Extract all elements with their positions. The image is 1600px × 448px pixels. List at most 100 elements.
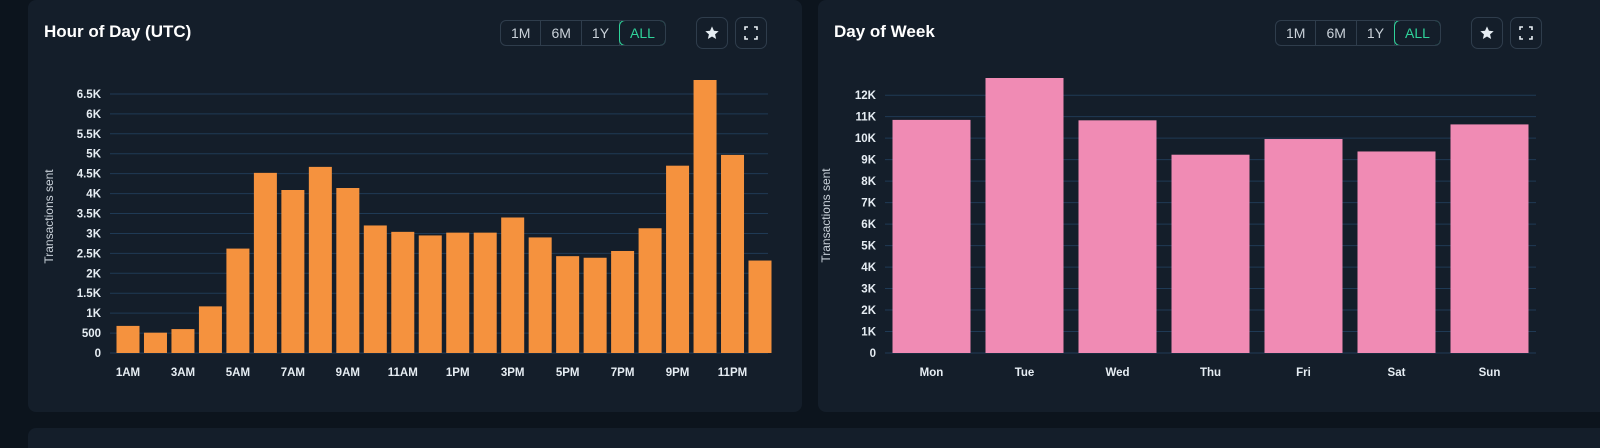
y-tick-label: 12K <box>855 90 877 102</box>
y-axis-title: Transactions sent <box>819 168 833 263</box>
bar-3am[interactable] <box>171 329 195 353</box>
bar-sun[interactable] <box>1450 124 1529 353</box>
y-tick-label: 0 <box>95 348 101 360</box>
x-tick-label: 1AM <box>116 367 140 379</box>
y-tick-label: 5K <box>86 149 101 161</box>
y-tick-label: 6K <box>86 109 101 121</box>
y-tick-label: 2K <box>86 268 101 280</box>
next-panel-edge <box>28 428 1600 448</box>
y-tick-label: 5K <box>861 241 876 253</box>
expand-icon <box>1519 26 1533 40</box>
expand-button[interactable] <box>735 17 767 49</box>
range-1m-button[interactable]: 1M <box>1276 21 1317 45</box>
bar-3pm[interactable] <box>501 217 525 353</box>
bar-2pm[interactable] <box>473 232 497 353</box>
bar-8am[interactable] <box>308 166 332 353</box>
y-tick-label: 3K <box>861 284 876 296</box>
range-all-button[interactable]: ALL <box>619 21 665 45</box>
bar-10am[interactable] <box>363 225 387 353</box>
range-6m-button[interactable]: 6M <box>1316 21 1357 45</box>
y-tick-label: 1K <box>86 308 101 320</box>
bar-tue[interactable] <box>985 78 1064 353</box>
y-tick-label: 2.5K <box>77 248 102 260</box>
x-tick-label: 7PM <box>611 367 635 379</box>
bar-7pm[interactable] <box>611 250 635 353</box>
bar-11am[interactable] <box>391 231 415 353</box>
bar-8pm[interactable] <box>638 228 662 353</box>
day-of-week-panel: Day of Week 1M 6M 1Y ALL 0 1K 2K 3K 4K 5K 6K 7K… <box>818 0 1600 412</box>
y-tick-label: 7K <box>861 198 876 210</box>
bar-2am[interactable] <box>143 332 167 353</box>
bar-10pm[interactable] <box>693 80 717 353</box>
y-tick-label: 4K <box>861 262 876 274</box>
x-tick-label: 9AM <box>336 367 360 379</box>
hour-of-day-bar-chart: 0 500 1K 1.5K 2K 2.5K 3K 3.5K 4K 4.5K 5K 5.5K 6K 6.5K… <box>42 80 772 379</box>
star-icon <box>705 26 719 39</box>
y-tick-label: 4K <box>86 189 101 201</box>
y-tick-label: 6.5K <box>77 89 102 101</box>
y-tick-label: 2K <box>861 305 876 317</box>
favorite-button[interactable] <box>1471 17 1503 49</box>
x-tick-label: 1PM <box>446 367 470 379</box>
y-tick-label: 3K <box>86 228 101 240</box>
bar-5am[interactable] <box>226 248 250 353</box>
bar-mon[interactable] <box>892 119 971 353</box>
x-tick-label: 11AM <box>388 367 418 379</box>
x-tick-label: 7AM <box>281 367 305 379</box>
y-tick-label: 0 <box>870 348 876 360</box>
panel-title: Day of Week <box>834 22 935 41</box>
expand-icon <box>744 26 758 40</box>
bar-4am[interactable] <box>198 306 222 353</box>
x-tick-label: Mon <box>920 367 944 379</box>
bar-sat[interactable] <box>1357 151 1436 353</box>
x-tick-label: Sat <box>1388 367 1406 379</box>
y-tick-label: 10K <box>855 133 877 145</box>
bar-1am[interactable] <box>116 325 140 353</box>
range-selector: 1M 6M 1Y ALL <box>500 20 666 46</box>
bar-12pm[interactable] <box>418 235 442 353</box>
y-tick-label: 8K <box>861 176 876 188</box>
y-tick-label: 1K <box>861 327 876 339</box>
x-tick-label: Thu <box>1200 367 1221 379</box>
bar-9am[interactable] <box>336 188 360 353</box>
day-of-week-bar-chart: 0 1K 2K 3K 4K 5K 6K 7K 8K 9K 10K 11K 12K Mon Tue Wed Thu… <box>819 78 1536 379</box>
bar-fri[interactable] <box>1264 139 1343 353</box>
y-axis-title: Transactions sent <box>42 169 56 264</box>
y-tick-label: 11K <box>856 112 877 124</box>
bar-6pm[interactable] <box>583 257 607 353</box>
expand-button[interactable] <box>1510 17 1542 49</box>
x-tick-label: 3AM <box>171 367 195 379</box>
x-tick-label: 9PM <box>666 367 690 379</box>
bar-7am[interactable] <box>281 189 305 353</box>
bar-9pm[interactable] <box>666 165 690 353</box>
y-tick-label: 6K <box>861 219 876 231</box>
y-tick-label: 500 <box>82 328 101 340</box>
y-tick-label: 3.5K <box>77 209 102 221</box>
range-all-button[interactable]: ALL <box>1394 21 1440 45</box>
x-tick-label: Tue <box>1015 367 1035 379</box>
y-tick-label: 1.5K <box>77 288 102 300</box>
panel-title: Hour of Day (UTC) <box>44 22 192 41</box>
x-tick-label: Fri <box>1296 367 1311 379</box>
hour-of-day-panel: Hour of Day (UTC) 1M 6M 1Y ALL 0 500 1K 1.5… <box>28 0 802 412</box>
x-tick-label: Wed <box>1105 367 1129 379</box>
x-tick-label: 11PM <box>718 367 747 379</box>
bar-6am[interactable] <box>253 172 277 353</box>
bar-12am[interactable] <box>748 260 772 353</box>
bar-5pm[interactable] <box>556 256 580 353</box>
range-1m-button[interactable]: 1M <box>501 21 542 45</box>
bar-4pm[interactable] <box>528 237 552 353</box>
range-6m-button[interactable]: 6M <box>541 21 582 45</box>
bar-1pm[interactable] <box>446 232 470 353</box>
bar-wed[interactable] <box>1078 120 1157 353</box>
bar-11pm[interactable] <box>721 154 745 353</box>
x-tick-label: 3PM <box>501 367 525 379</box>
y-tick-label: 9K <box>861 155 876 167</box>
range-selector: 1M 6M 1Y ALL <box>1275 20 1441 46</box>
favorite-button[interactable] <box>696 17 728 49</box>
x-tick-label: 5PM <box>556 367 580 379</box>
bar-thu[interactable] <box>1171 154 1250 353</box>
x-tick-label: Sun <box>1479 367 1501 379</box>
x-tick-label: 5AM <box>226 367 250 379</box>
y-tick-label: 4.5K <box>77 169 102 181</box>
